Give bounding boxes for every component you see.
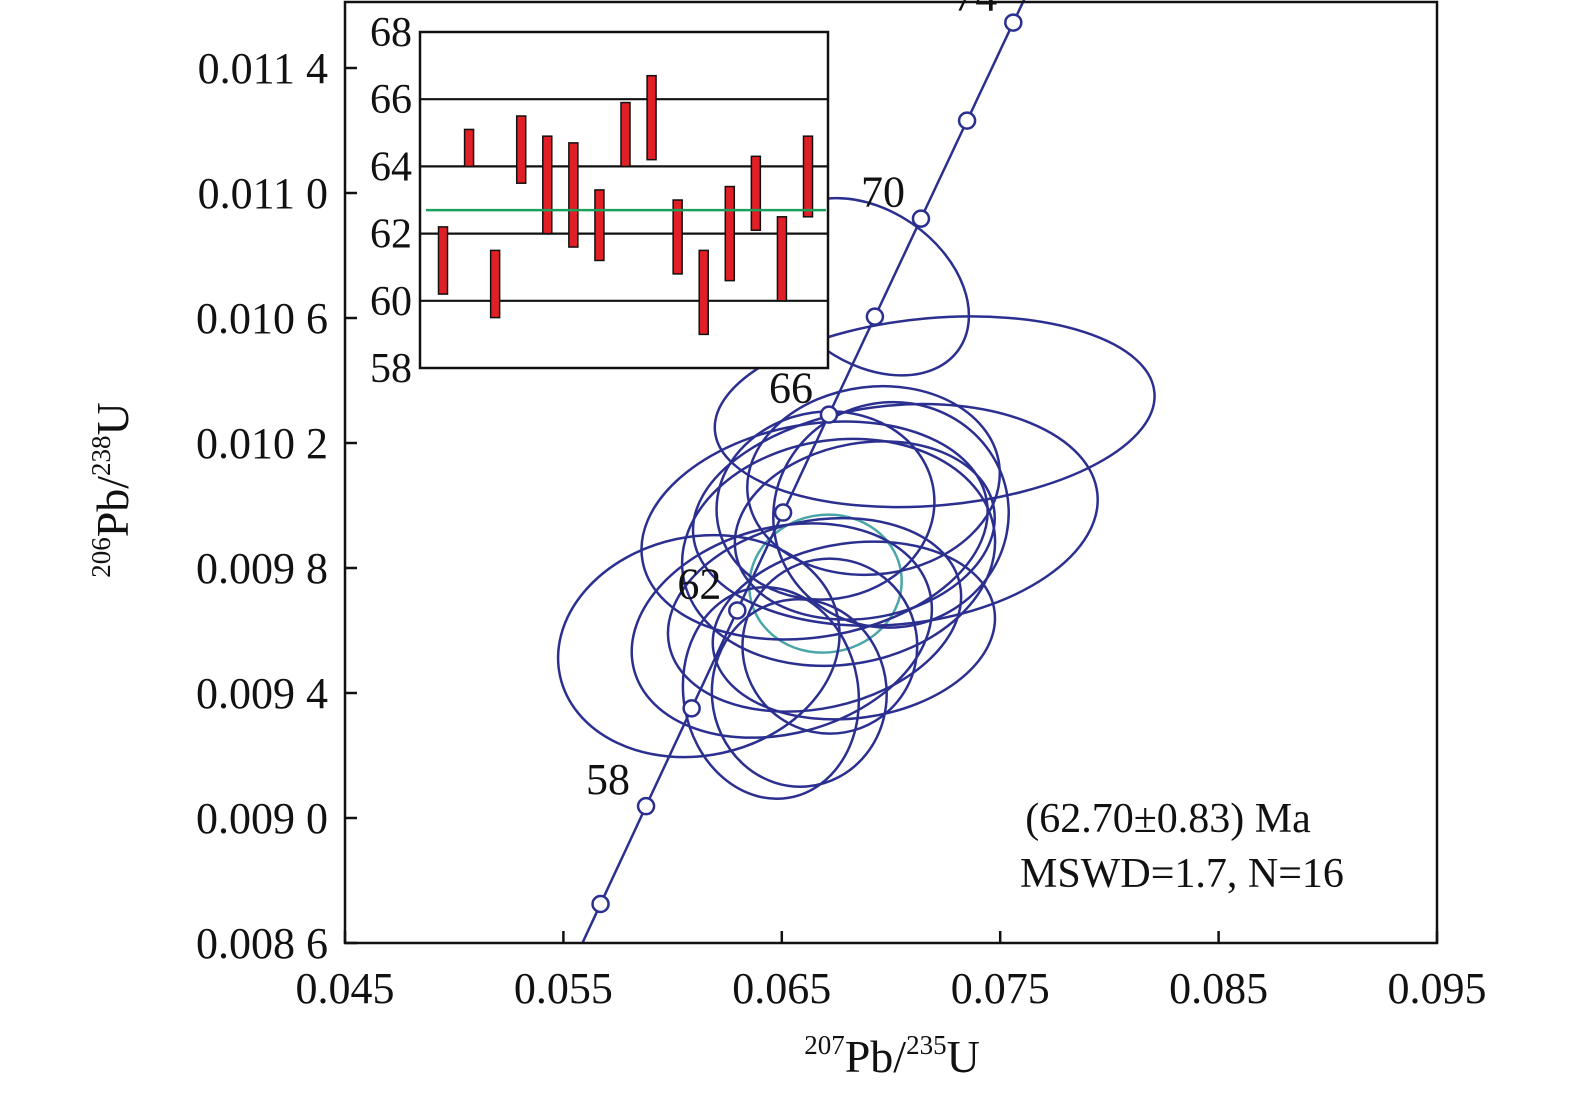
y-axis-title-sup2: 238 [86, 435, 116, 476]
inset-error-bars [426, 74, 826, 336]
y-axis-title-main2: U [87, 402, 138, 435]
x-tick-label: 0.045 [296, 964, 395, 1013]
inset-y-tick-label: 64 [370, 144, 412, 190]
x-axis-title-sup2: 235 [906, 1030, 947, 1060]
error-ellipse [733, 440, 996, 621]
inset-y-ticks: 58 60 62 64 66 68 [370, 10, 412, 392]
inset-age-bar [515, 115, 527, 184]
error-ellipse [746, 384, 1002, 577]
concordia-age-marker [636, 796, 656, 816]
inset-y-tick-label: 62 [370, 212, 412, 258]
error-ellipse [711, 540, 997, 721]
concordia-age-marker [957, 111, 977, 130]
inset-background [420, 32, 828, 368]
inset-age-bar [698, 249, 709, 336]
y-tick-label: 0.008 6 [196, 919, 328, 968]
x-axis-title-main2: U [947, 1031, 980, 1082]
inset-age-bar [542, 135, 553, 235]
x-axis-title-sup1: 207 [804, 1030, 845, 1060]
y-tick-label: 0.009 4 [196, 669, 328, 718]
inset-age-bar [776, 216, 788, 302]
concordia-age-marker [1004, 13, 1023, 32]
x-axis-ticks: 0.045 0.055 0.065 0.075 0.085 0.095 [296, 931, 1487, 1013]
inset-age-plot: 58 60 62 64 66 68 [370, 10, 830, 392]
inset-frame [418, 30, 830, 370]
inset-age-bar [646, 74, 657, 161]
y-axis-ticks: 0.008 6 0.009 0 0.009 4 0.009 8 0.010 2 0.010… [196, 44, 357, 968]
concordia-age-marker [865, 307, 885, 326]
concordia-age-label: 70 [861, 168, 905, 217]
error-ellipse [710, 598, 888, 788]
inset-age-bar [437, 226, 449, 295]
inset-y-tick-label: 60 [370, 279, 412, 325]
concordia-age-label: 66 [769, 364, 813, 413]
y-tick-label: 0.010 2 [196, 419, 328, 468]
inset-age-bar [724, 185, 736, 282]
error-ellipse [640, 420, 989, 641]
y-tick-label: 0.011 0 [198, 169, 328, 218]
concordia-age-marker [911, 209, 931, 228]
y-axis-title-main1: Pb/ [87, 476, 138, 538]
x-tick-label: 0.065 [732, 964, 831, 1013]
y-tick-label: 0.009 8 [196, 544, 328, 593]
inset-y-tick-label: 66 [370, 77, 412, 123]
y-axis-title-sup1: 206 [86, 537, 116, 578]
inset-y-tick-label: 68 [370, 10, 412, 56]
concordia-age-marker [819, 405, 839, 424]
inset-age-bar [594, 189, 605, 262]
error-ellipse [666, 516, 963, 713]
concordia-age-marker [773, 503, 793, 522]
inset-age-bar [750, 155, 762, 231]
concordia-age-label: 74 [953, 0, 997, 21]
x-tick-label: 0.055 [514, 964, 613, 1013]
inset-age-bar [620, 101, 631, 168]
concordia-curve [581, 0, 1026, 943]
main-plot: 0.045 0.055 0.065 0.075 0.085 0.095 0.008 60.… [196, 0, 1487, 1013]
error-ellipse [715, 410, 936, 601]
error-ellipse [713, 315, 1156, 509]
y-axis-title: 206Pb/238U [86, 402, 138, 578]
x-tick-label: 0.085 [1169, 964, 1268, 1013]
age-result-label: (62.70±0.83) Ma [1025, 796, 1311, 842]
mswd-label: MSWD=1.7, N=16 [1020, 851, 1344, 897]
error-ellipse [556, 533, 841, 759]
inset-age-bar [802, 135, 814, 218]
concordia-age-marker [728, 601, 747, 620]
y-tick-label: 0.009 0 [196, 794, 328, 843]
plot-frame [343, 0, 1439, 945]
concordia-age-label: 62 [677, 559, 721, 608]
concordia-age-label: 58 [586, 755, 630, 804]
x-axis-title: 207Pb/235U [804, 1030, 980, 1082]
concordia-age-marker [682, 699, 701, 718]
inset-age-bar [463, 128, 475, 168]
concordia-age-marker [591, 894, 610, 914]
inset-age-bar [672, 199, 683, 275]
x-axis-title-main1: Pb/ [845, 1031, 907, 1082]
inset-age-bar [568, 142, 579, 248]
x-tick-label: 0.095 [1388, 964, 1487, 1013]
error-ellipse [741, 557, 919, 735]
x-tick-label: 0.075 [951, 964, 1050, 1013]
inset-age-bar [489, 249, 501, 319]
concordia-layer [581, 0, 1026, 943]
y-tick-label: 0.010 6 [196, 294, 328, 343]
inset-y-tick-label: 58 [370, 346, 412, 392]
y-tick-label: 0.011 4 [198, 44, 328, 93]
